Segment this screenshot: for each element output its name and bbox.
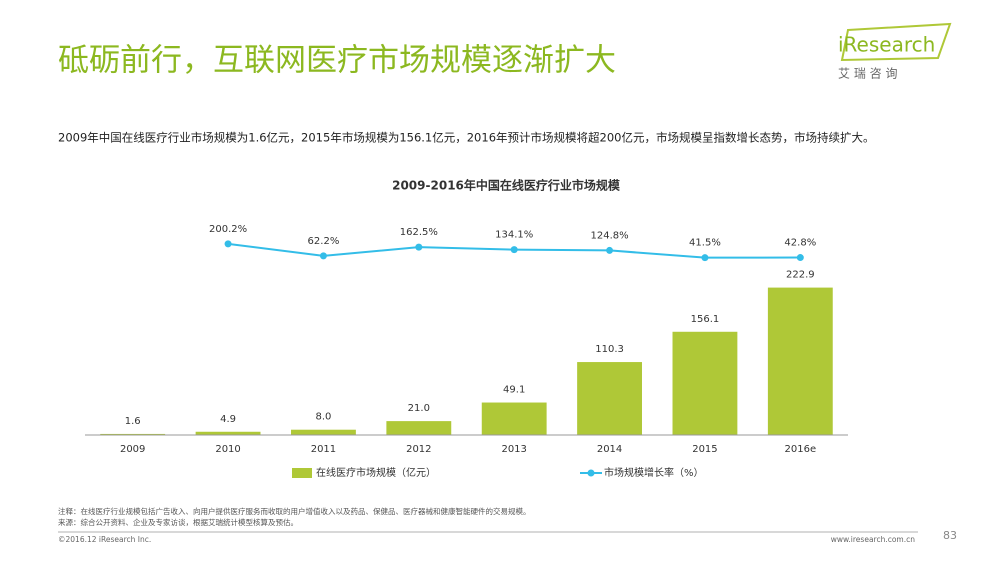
x-tick-label: 2016e bbox=[785, 444, 817, 455]
bar bbox=[672, 331, 738, 435]
legend-label: 在线医疗市场规模（亿元） bbox=[316, 466, 436, 479]
line-point bbox=[415, 243, 423, 251]
data-label: 49.1 bbox=[503, 385, 525, 396]
website: www.iresearch.com.cn bbox=[831, 535, 916, 544]
line-point bbox=[319, 252, 327, 260]
line-point bbox=[701, 254, 709, 262]
copyright: ©2016.12 iResearch Inc. bbox=[58, 535, 151, 544]
data-label: 134.1% bbox=[495, 230, 533, 241]
data-label: 156.1 bbox=[691, 314, 720, 325]
description: 2009年中国在线医疗行业市场规模为1.6亿元，2015年市场规模为156.1亿… bbox=[58, 131, 874, 145]
line-point bbox=[796, 254, 804, 262]
line-point bbox=[510, 246, 518, 254]
footnote: 注释：在线医疗行业规模包括广告收入、向用户提供医疗服务而收取的用户增值收入以及药… bbox=[58, 506, 531, 516]
x-tick-label: 2012 bbox=[406, 444, 431, 455]
logo-sub: 艾 瑞 咨 询 bbox=[838, 66, 897, 81]
page-number: 83 bbox=[943, 529, 957, 542]
legend-swatch-dot bbox=[587, 469, 595, 477]
data-label: 41.5% bbox=[689, 238, 721, 249]
slide-title: 砥砺前行，互联网医疗市场规模逐渐扩大 bbox=[58, 43, 616, 79]
bar bbox=[100, 433, 166, 435]
data-label: 21.0 bbox=[408, 403, 430, 414]
logo: iResearch bbox=[838, 33, 935, 57]
line-point bbox=[224, 240, 232, 248]
x-tick-label: 2015 bbox=[692, 444, 717, 455]
x-tick-label: 2013 bbox=[501, 444, 526, 455]
bar bbox=[481, 402, 547, 435]
x-tick-label: 2011 bbox=[311, 444, 336, 455]
bar bbox=[195, 431, 261, 435]
legend-swatch bbox=[292, 468, 312, 478]
bar bbox=[291, 429, 356, 435]
line-point bbox=[606, 246, 614, 254]
legend-label: 市场规模增长率（%） bbox=[604, 466, 704, 479]
data-label: 162.5% bbox=[400, 227, 438, 238]
x-tick-label: 2014 bbox=[597, 444, 622, 455]
data-label: 222.9 bbox=[786, 270, 815, 281]
footnote: 来源：综合公开资料、企业及专家访谈，根据艾瑞统计模型核算及预估。 bbox=[58, 517, 298, 527]
x-tick-label: 2010 bbox=[215, 444, 240, 455]
data-label: 124.8% bbox=[590, 230, 628, 241]
data-label: 110.3 bbox=[595, 344, 624, 355]
logo-frame bbox=[840, 22, 952, 62]
data-label: 4.9 bbox=[220, 414, 236, 425]
data-label: 8.0 bbox=[315, 412, 331, 423]
chart-title: 2009-2016年中国在线医疗行业市场规模 bbox=[392, 178, 621, 193]
bar bbox=[767, 287, 833, 435]
data-label: 62.2% bbox=[308, 236, 340, 247]
bar bbox=[577, 362, 642, 435]
data-label: 1.6 bbox=[125, 416, 141, 427]
data-label: 200.2% bbox=[209, 224, 247, 235]
x-tick-label: 2009 bbox=[120, 444, 145, 455]
data-label: 42.8% bbox=[784, 238, 816, 249]
bar bbox=[386, 421, 452, 435]
